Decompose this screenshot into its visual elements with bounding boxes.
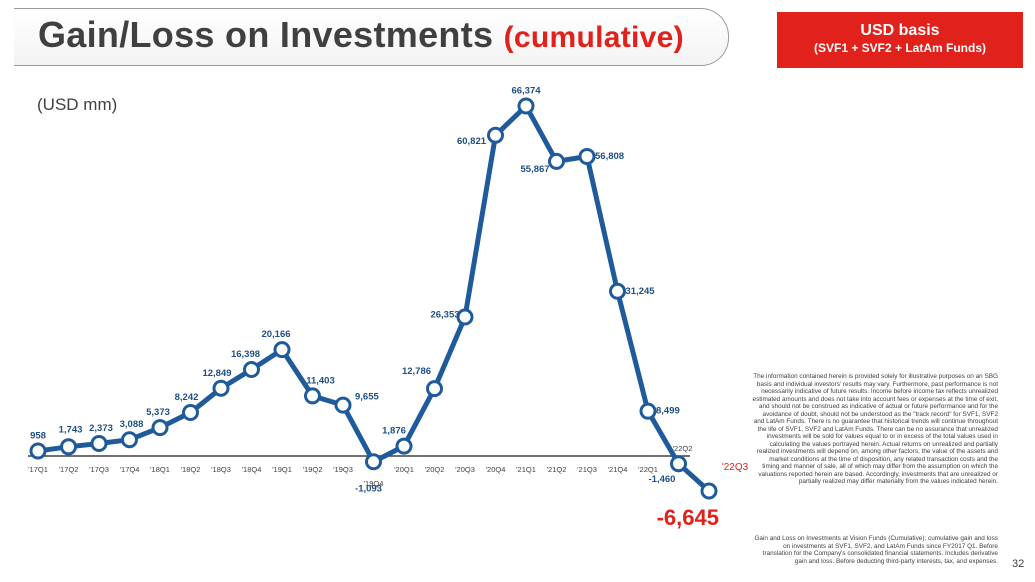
data-point-marker xyxy=(182,404,199,422)
data-point-marker xyxy=(243,361,260,379)
data-label: 12,786 xyxy=(402,366,431,377)
x-tick-label: '18Q3 xyxy=(211,465,231,474)
data-point-marker xyxy=(60,438,77,456)
data-point-marker xyxy=(304,387,321,405)
series-line xyxy=(37,103,711,493)
data-label: 2,373 xyxy=(89,423,113,434)
basis-badge: USD basis (SVF1 + SVF2 + LatAm Funds) xyxy=(777,12,1023,68)
data-label: 56,808 xyxy=(595,151,624,162)
data-label: -6,645 xyxy=(657,505,719,530)
page-number: 32 xyxy=(1012,558,1025,570)
data-markers xyxy=(29,97,718,500)
data-point-marker xyxy=(700,482,718,500)
data-label: -1,460 xyxy=(649,474,676,485)
data-point-marker xyxy=(29,442,47,460)
data-label: 9,655 xyxy=(355,392,379,403)
x-tick-label: '18Q4 xyxy=(242,465,262,474)
x-tick-label: '18Q1 xyxy=(150,465,170,474)
badge-line-1: USD basis xyxy=(860,22,940,39)
data-point-marker xyxy=(609,282,626,300)
data-point-marker xyxy=(578,147,596,165)
data-point-marker xyxy=(548,152,565,170)
x-tick-label: '17Q2 xyxy=(59,465,79,474)
data-label: 8,242 xyxy=(175,392,199,403)
data-point-marker xyxy=(487,126,504,144)
data-point-marker xyxy=(670,455,687,473)
data-point-marker xyxy=(121,431,138,449)
x-tick-label: '19Q3 xyxy=(333,465,353,474)
data-label: 8,499 xyxy=(656,406,680,417)
title-main: Gain/Loss on Investments xyxy=(38,14,504,55)
x-tick-label: '17Q3 xyxy=(89,465,109,474)
x-tick-label: '19Q2 xyxy=(303,465,323,474)
x-tick-label: '21Q4 xyxy=(608,465,628,474)
x-tick-label: '20Q4 xyxy=(486,465,506,474)
data-point-marker xyxy=(151,419,169,437)
data-label: 12,849 xyxy=(202,368,231,379)
title-banner xyxy=(14,8,729,66)
data-point-marker xyxy=(334,396,352,414)
x-tick-label: '20Q1 xyxy=(394,465,414,474)
x-tick-label: '22Q1 xyxy=(638,465,658,474)
x-tick-label: '21Q2 xyxy=(547,465,567,474)
x-tick-label: '17Q4 xyxy=(120,465,140,474)
data-label: 5,373 xyxy=(146,407,170,418)
x-tick-label: '21Q1 xyxy=(516,465,536,474)
page-title: Gain/Loss on Investments (cumulative) xyxy=(38,14,684,56)
x-tick-label: '22Q3 xyxy=(722,462,749,473)
data-label: 3,088 xyxy=(120,419,144,430)
data-label: 1,743 xyxy=(59,424,83,435)
source-note: Gain and Loss on Investments at Vision F… xyxy=(754,535,998,565)
data-label: 60,821 xyxy=(457,136,487,147)
data-point-marker xyxy=(639,402,657,420)
data-label: 66,374 xyxy=(511,86,541,97)
data-point-marker xyxy=(395,437,413,455)
x-tick-label: '19Q4 xyxy=(364,479,384,488)
data-label: 20,166 xyxy=(261,329,290,340)
data-label: 958 xyxy=(30,430,46,441)
data-point-marker xyxy=(456,308,474,326)
data-point-marker xyxy=(212,379,230,397)
unit-label: (USD mm) xyxy=(37,95,118,114)
data-label: 31,245 xyxy=(626,286,656,297)
x-tick-label: '22Q2 xyxy=(673,444,693,453)
data-point-marker xyxy=(365,453,382,471)
data-label: 55,867 xyxy=(521,164,550,175)
data-point-marker xyxy=(426,380,443,398)
disclaimer-text: The information contained herein is prov… xyxy=(752,373,998,485)
data-label: 1,876 xyxy=(382,426,406,437)
badge-line-2: (SVF1 + SVF2 + LatAm Funds) xyxy=(813,41,987,55)
x-tick-label: '20Q3 xyxy=(455,465,475,474)
data-point-marker xyxy=(90,434,108,452)
x-tick-labels: '17Q1 '17Q2 '17Q3 '17Q4 '18Q1 '18Q2 '18Q3 '18Q4… xyxy=(28,444,749,488)
x-tick-label: '20Q2 xyxy=(425,465,445,474)
title-accent: (cumulative) xyxy=(503,21,684,54)
data-label: 11,403 xyxy=(306,375,335,386)
x-tick-label: '18Q2 xyxy=(181,465,201,474)
x-tick-label: '21Q3 xyxy=(577,465,597,474)
data-point-marker xyxy=(273,341,291,359)
data-label: 16,398 xyxy=(231,349,260,360)
data-label: -1,093 xyxy=(355,483,382,494)
data-point-marker xyxy=(517,97,535,115)
data-label: 26,353 xyxy=(430,310,459,321)
x-tick-label: '17Q1 xyxy=(28,465,48,474)
x-tick-label: '19Q1 xyxy=(272,465,292,474)
